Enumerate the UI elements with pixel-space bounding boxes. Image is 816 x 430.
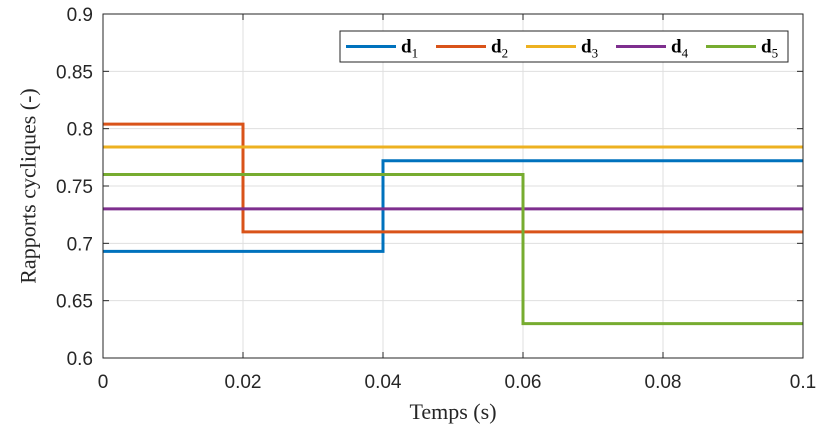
x-axis-label: Temps (s) bbox=[409, 399, 496, 424]
legend-label-main: d bbox=[761, 37, 772, 58]
legend-label-d3: d3 bbox=[581, 37, 598, 61]
y-tick-label: 0.65 bbox=[56, 292, 93, 313]
legend-label-subscript: 1 bbox=[412, 46, 419, 61]
series-line-d2 bbox=[103, 122, 803, 234]
legend-label-subscript: 4 bbox=[682, 46, 689, 61]
y-axis-label: Rapports cycliques (-) bbox=[16, 88, 41, 284]
series-lines bbox=[103, 122, 803, 326]
x-axis-ticks: 0 0.02 0.04 0.06 0.08 0.1 bbox=[98, 14, 816, 393]
legend-label-subscript: 2 bbox=[502, 46, 509, 61]
legend-label-d5: d5 bbox=[761, 37, 778, 61]
x-tick-label: 0.04 bbox=[365, 372, 402, 393]
y-tick-label: 0.7 bbox=[67, 234, 93, 255]
series-line-d1 bbox=[103, 159, 803, 253]
y-tick-label: 0.85 bbox=[56, 62, 93, 83]
x-tick-label: 0.1 bbox=[790, 372, 816, 393]
x-tick-label: 0.02 bbox=[225, 372, 262, 393]
legend-label-subscript: 5 bbox=[772, 46, 779, 61]
y-tick-label: 0.9 bbox=[67, 5, 93, 26]
y-tick-label: 0.8 bbox=[67, 120, 93, 141]
y-axis-ticks: 0.6 0.65 0.7 0.75 0.8 0.85 0.9 bbox=[56, 5, 803, 370]
grid bbox=[102, 13, 804, 359]
y-tick-label: 0.6 bbox=[67, 349, 93, 370]
legend-label-subscript: 3 bbox=[592, 46, 599, 61]
legend-label-main: d bbox=[401, 37, 412, 58]
legend-label-d4: d4 bbox=[671, 37, 689, 61]
series-line-d5 bbox=[103, 173, 803, 326]
legend-label-d1: d1 bbox=[401, 37, 418, 61]
x-tick-label: 0 bbox=[98, 372, 109, 393]
legend-label-main: d bbox=[581, 37, 592, 58]
y-tick-label: 0.75 bbox=[56, 177, 93, 198]
legend-label-d2: d2 bbox=[491, 37, 508, 61]
legend-label-main: d bbox=[491, 37, 502, 58]
legend: d1 d2 d3 d4 d5 bbox=[339, 30, 789, 63]
x-tick-label: 0.06 bbox=[505, 372, 542, 393]
x-tick-label: 0.08 bbox=[645, 372, 682, 393]
legend-label-main: d bbox=[671, 37, 682, 58]
